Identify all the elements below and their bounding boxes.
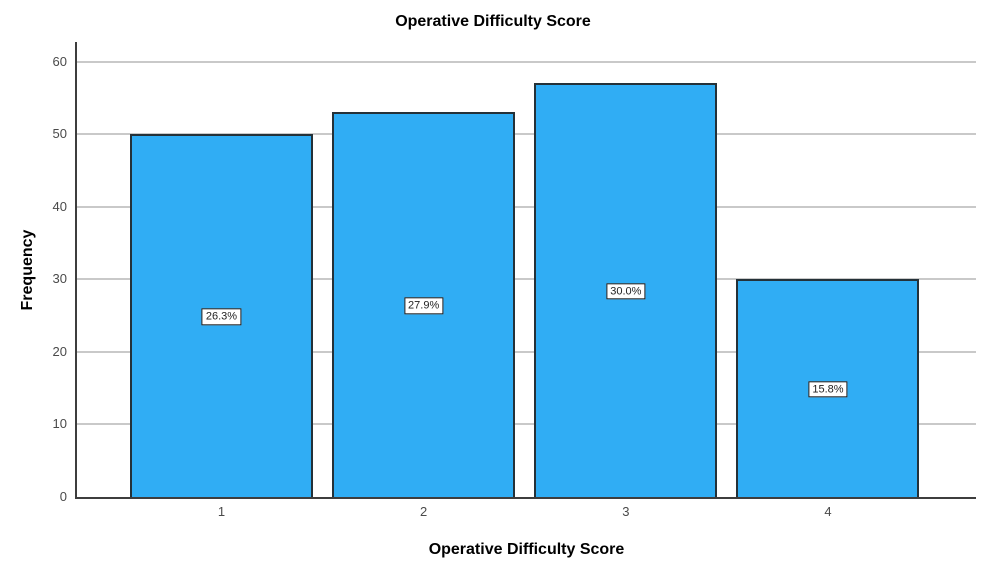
gridline [77,205,976,208]
y-tick-label: 20 [52,343,67,359]
bar-percent-label: 15.8% [808,380,848,398]
x-axis-title: Operative Difficulty Score [428,541,625,558]
x-tick-label: 1 [217,504,226,519]
gridline [77,350,976,353]
bar: 27.9% [332,112,516,497]
gridline [77,278,976,281]
gridline [77,423,976,426]
bar-percent-label: 27.9% [404,297,444,315]
y-tick-label: 10 [52,416,67,432]
y-tick-labels: 0 10 20 30 40 50 60 [0,42,67,504]
bar: 15.8% [736,279,920,497]
bar: 26.3% [129,134,313,497]
bar-percent-label: 26.3% [201,308,242,325]
x-tick-label: 3 [622,504,630,519]
gridline [77,133,976,136]
y-tick-label: 60 [52,53,67,69]
x-tick-label: 4 [824,504,832,519]
gridline [77,60,976,63]
plot-area: 26.3% 27.9% 30.0% 15.8% [75,42,976,499]
y-tick-label: 50 [52,126,67,142]
y-tick-label: 0 [59,489,67,504]
y-tick-label: 40 [52,198,67,214]
bar: 30.0% [534,83,718,497]
x-tick-labels: 1 2 3 4 [77,504,976,522]
y-tick-label: 30 [52,271,67,287]
chart-title: Operative Difficulty Score [395,13,591,30]
x-tick-label: 2 [420,504,428,519]
bar-percent-label: 30.0% [606,282,646,300]
